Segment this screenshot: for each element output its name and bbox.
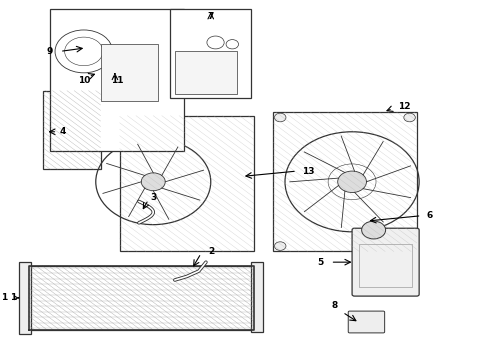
Text: 4: 4	[60, 127, 66, 136]
FancyBboxPatch shape	[175, 51, 237, 94]
Text: 11: 11	[111, 76, 123, 85]
FancyBboxPatch shape	[251, 262, 264, 332]
Circle shape	[362, 221, 386, 239]
Text: 5: 5	[317, 258, 323, 267]
Circle shape	[274, 242, 286, 250]
FancyBboxPatch shape	[19, 262, 31, 334]
Text: 12: 12	[397, 102, 410, 111]
Circle shape	[404, 242, 416, 250]
Circle shape	[338, 171, 367, 193]
FancyBboxPatch shape	[273, 112, 417, 251]
FancyBboxPatch shape	[43, 91, 100, 169]
FancyBboxPatch shape	[352, 228, 419, 296]
Text: 2: 2	[208, 247, 215, 256]
Text: 6: 6	[426, 211, 433, 220]
FancyBboxPatch shape	[29, 266, 254, 330]
FancyBboxPatch shape	[50, 9, 184, 152]
Text: 8: 8	[331, 301, 338, 310]
Circle shape	[141, 173, 165, 191]
FancyBboxPatch shape	[348, 311, 385, 333]
Text: 10: 10	[77, 76, 90, 85]
Text: 13: 13	[302, 167, 314, 176]
Text: 1: 1	[1, 293, 7, 302]
FancyBboxPatch shape	[120, 116, 254, 251]
Text: 1: 1	[9, 293, 19, 302]
Text: 3: 3	[151, 193, 157, 202]
Text: 7: 7	[208, 12, 214, 21]
FancyBboxPatch shape	[170, 9, 251, 98]
Text: 9: 9	[46, 47, 52, 56]
FancyBboxPatch shape	[100, 44, 158, 102]
Circle shape	[404, 113, 416, 122]
Circle shape	[274, 113, 286, 122]
